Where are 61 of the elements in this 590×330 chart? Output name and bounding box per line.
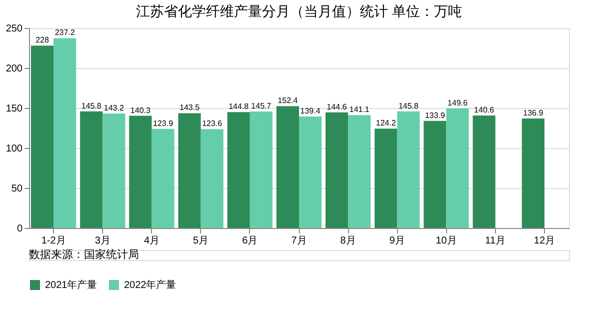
chart-title: 江苏省化学纤维产量分月（当月值）统计 单位：万吨 [136,3,462,19]
bar [276,106,299,228]
bar [178,113,201,228]
y-tick-label: 50 [11,184,23,194]
y-tick-label: 0 [16,224,23,234]
x-tick-label: 7月 [291,236,307,246]
bar [129,116,152,228]
y-tick-label: 150 [6,104,23,114]
bar [374,128,398,228]
data-label: 141.1 [349,105,370,114]
data-label: 144.6 [326,102,348,112]
x-tick-label: 12月 [534,236,556,246]
data-label: 145.8 [81,101,102,110]
data-label: 144.8 [228,102,250,112]
data-label: 123.6 [202,119,223,128]
bar [446,108,469,228]
source-note: 数据来源：国家统计局 [29,248,139,261]
bar [299,116,322,228]
x-tick-label: 1-2月 [41,236,66,246]
legend-label: 2022年产量 [124,279,176,291]
bar [424,120,446,228]
bar [30,46,54,228]
data-label: 124.2 [376,118,396,128]
data-label: 143.5 [180,103,200,112]
x-tick-label: 9月 [389,236,405,246]
data-label: 123.9 [153,118,174,128]
data-label: 145.7 [251,101,272,110]
bar [250,111,272,228]
x-tick-label: 11月 [485,236,506,246]
data-label: 228 [36,36,50,45]
data-label: 133.9 [424,110,446,120]
bar [397,111,420,228]
data-label: 140.3 [130,106,151,115]
data-label: 136.9 [523,108,544,118]
x-tick-label: 8月 [340,236,356,246]
bar [200,129,224,228]
bar [54,38,76,228]
data-label: 140.6 [474,106,495,115]
x-tick-label: 4月 [144,236,160,246]
y-tick-label: 250 [6,24,23,34]
bar [472,116,496,228]
data-label: 139.4 [300,106,321,116]
data-label: 145.8 [398,101,420,110]
bar [102,113,126,228]
legend-label: 2021年产量 [45,279,98,291]
bar [326,112,348,228]
x-tick-label: 3月 [94,236,110,246]
bar [348,115,371,228]
data-label: 143.2 [104,103,124,112]
x-tick-label: 6月 [242,236,258,246]
y-tick-label: 200 [6,64,23,74]
data-label: 149.6 [448,98,468,108]
data-label: 152.4 [278,96,298,106]
x-tick-label: 10月 [436,236,457,246]
data-label: 237.2 [54,28,76,38]
bar [152,128,174,228]
y-tick-label: 100 [6,144,23,154]
bar [80,111,103,228]
x-tick-label: 5月 [193,236,209,246]
bar [522,118,544,228]
bar [227,112,250,228]
